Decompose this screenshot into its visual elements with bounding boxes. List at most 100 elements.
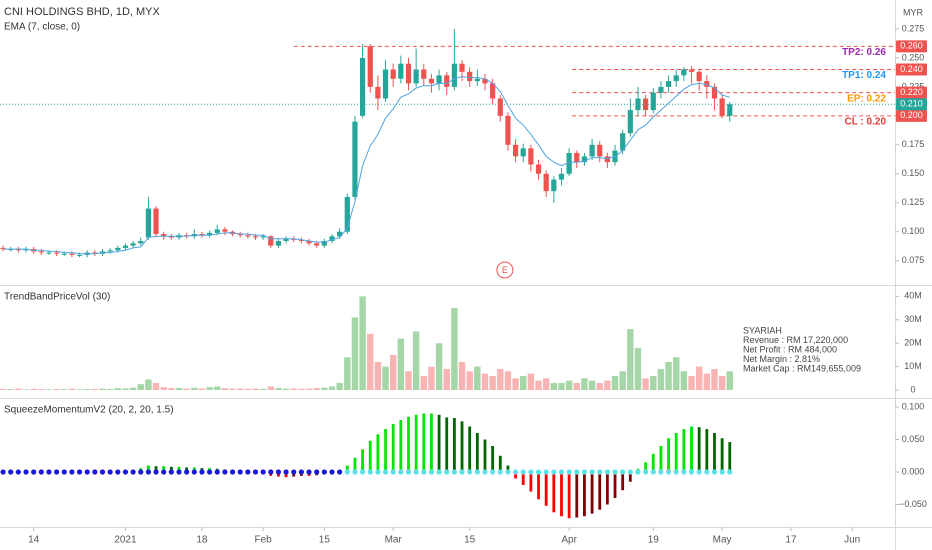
candle-body	[413, 69, 419, 84]
momentum-bar	[430, 413, 433, 473]
volume-bar	[30, 388, 37, 391]
squeeze-dot	[643, 469, 649, 475]
candle-body	[665, 81, 672, 87]
momentum-bar	[529, 472, 533, 492]
volume-bar	[634, 347, 642, 391]
candle-body	[359, 57, 366, 116]
volume-bar	[160, 387, 167, 391]
momentum-bar	[345, 465, 349, 473]
squeeze-dot	[54, 469, 60, 475]
candle-body	[184, 235, 190, 237]
squeeze-dot	[604, 469, 610, 475]
volume-bar	[520, 375, 527, 391]
volume-bar	[290, 388, 297, 391]
squeeze-dot	[704, 469, 710, 475]
volume-bar	[191, 387, 198, 391]
volume-bar	[718, 375, 726, 391]
candle-body	[76, 254, 83, 256]
volume-bar	[466, 371, 473, 391]
squeeze-dot	[252, 469, 259, 475]
y-tick-label: 30M	[904, 314, 922, 324]
price-tag	[896, 98, 927, 111]
squeeze-dot	[206, 469, 213, 475]
squeeze-dot	[490, 469, 496, 475]
volume-bar	[565, 380, 573, 391]
squeeze-dot	[558, 469, 565, 475]
volume-bar	[236, 388, 244, 391]
momentum-bar	[361, 449, 364, 473]
squeeze-dot	[92, 469, 98, 475]
candle-body	[260, 236, 266, 238]
momentum-bar	[521, 472, 525, 486]
price-tag-label: 0.240	[900, 64, 923, 74]
squeeze-dot	[451, 469, 457, 475]
squeeze-dot	[107, 469, 113, 475]
y-tick-label: 0.250	[902, 52, 925, 62]
squeeze-dot	[306, 469, 312, 475]
squeeze-dot	[658, 469, 664, 475]
momentum-bar	[583, 472, 586, 517]
volume-bar	[244, 388, 252, 391]
volume-bar	[0, 388, 7, 391]
squeeze-dot	[0, 469, 6, 475]
momentum-bar	[705, 429, 709, 473]
candle-body	[367, 46, 373, 87]
momentum-bar	[537, 472, 540, 500]
y-tick-label: 0.050	[902, 434, 925, 444]
volume-bar	[642, 378, 649, 391]
candle-body	[635, 98, 641, 111]
volume-bar	[298, 388, 305, 391]
candle-body	[597, 144, 603, 157]
momentum-bar	[621, 472, 625, 491]
candle-body	[428, 78, 435, 84]
volume-bar	[259, 388, 267, 391]
candle-body	[398, 63, 404, 79]
squeeze-dot	[382, 469, 389, 475]
squeeze-dot	[727, 469, 733, 475]
x-tick-label: May	[713, 535, 732, 546]
volume-bar	[542, 378, 550, 391]
labels: CNI HOLDINGS BHD, 1D, MYX EMA (7, close,…	[4, 6, 924, 416]
squeeze-dot	[673, 469, 679, 475]
momentum-bar	[498, 455, 502, 473]
candle-body	[604, 156, 610, 163]
momentum-bar	[567, 472, 571, 519]
squeeze-dot	[161, 469, 167, 475]
squeeze-dot	[153, 469, 159, 475]
y-tick-label: 0.100	[902, 401, 925, 411]
squeeze-dot	[329, 469, 335, 475]
squeeze-dot	[291, 469, 297, 475]
squeeze-dot	[298, 469, 304, 475]
candle-body	[92, 252, 98, 254]
volume-bar	[214, 386, 221, 391]
volume-bar	[129, 387, 137, 391]
volume-bar	[61, 389, 68, 391]
squeeze-dot	[367, 469, 373, 475]
volume-bar	[435, 343, 443, 391]
price-tag-label: 0.260	[900, 41, 923, 51]
squeeze-dot	[237, 469, 243, 475]
price-tag-label: 0.220	[900, 87, 923, 97]
volume-bar	[91, 388, 99, 391]
y-tick-label: 20M	[904, 338, 922, 348]
volume-bar	[305, 388, 313, 391]
squeeze-dot	[15, 469, 21, 475]
squeeze-dot	[474, 469, 480, 475]
momentum-bar	[154, 466, 158, 473]
squeeze-dot	[688, 469, 695, 475]
x-tick-label: Jun	[844, 535, 860, 546]
candle-body	[558, 173, 565, 180]
momentum-bar	[162, 466, 166, 473]
momentum-bar	[437, 414, 441, 473]
level-label: EP: 0.22	[847, 93, 886, 104]
squeeze-dot	[130, 469, 136, 475]
momentum-bar	[560, 472, 563, 517]
candle-body	[459, 63, 465, 72]
squeeze-dot	[390, 469, 396, 475]
volume-bar	[84, 389, 91, 391]
candle-body	[168, 236, 174, 238]
y-tick-label: 0.175	[902, 139, 925, 149]
candle-body	[283, 238, 289, 241]
momentum-bar	[491, 446, 495, 473]
